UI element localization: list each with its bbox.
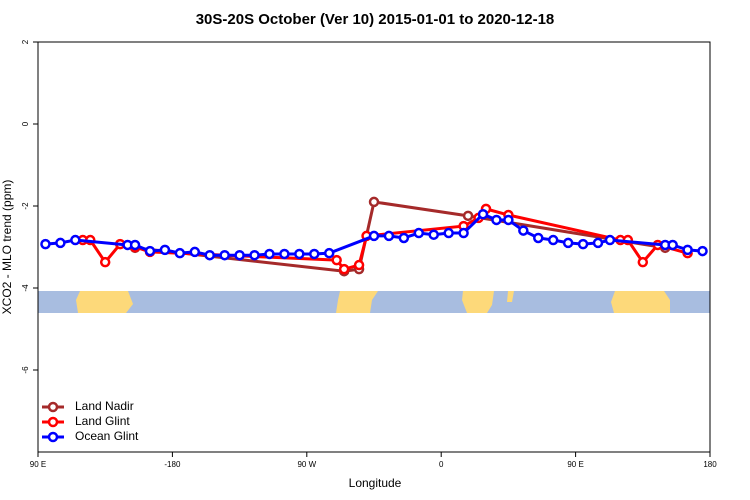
point — [503, 214, 514, 226]
plot-frame — [37, 41, 711, 453]
point — [462, 210, 474, 222]
point — [99, 256, 111, 268]
point — [368, 196, 380, 208]
point — [338, 263, 350, 275]
point — [547, 234, 559, 246]
point — [368, 230, 380, 242]
point — [533, 232, 544, 244]
point — [562, 237, 574, 249]
point — [55, 237, 66, 249]
x-tick-label: 0 — [439, 460, 444, 469]
point — [323, 247, 335, 259]
point — [383, 230, 395, 242]
point — [249, 249, 260, 261]
point — [667, 239, 678, 251]
point — [294, 248, 305, 260]
legend-label: Ocean Glint — [75, 429, 139, 443]
point — [458, 227, 469, 239]
land — [462, 291, 494, 313]
point — [577, 238, 589, 250]
y-tick-label: 2 — [21, 39, 30, 44]
point — [70, 234, 81, 246]
land — [611, 291, 670, 313]
legend-marker — [47, 431, 59, 443]
legend-label: Land Nadir — [75, 399, 134, 413]
point — [144, 245, 156, 257]
x-tick-label: 90 W — [297, 460, 316, 469]
point — [279, 248, 290, 260]
point — [592, 237, 604, 249]
x-tick-label: 90 E — [30, 460, 46, 469]
map-strip — [38, 291, 710, 313]
legend-label: Land Glint — [75, 414, 130, 428]
y-tick-label: -2 — [21, 202, 30, 210]
land — [507, 291, 514, 302]
y-tick-label: -6 — [21, 366, 30, 374]
x-tick-label: -180 — [164, 460, 181, 469]
point — [219, 249, 230, 261]
point — [477, 208, 489, 220]
point — [413, 227, 425, 239]
point — [428, 229, 439, 240]
x-tick-label: 90 E — [567, 460, 583, 469]
x-axis-label: Longitude — [349, 476, 402, 490]
point — [682, 244, 693, 256]
point — [309, 248, 320, 260]
point — [129, 239, 141, 251]
legend-marker — [47, 416, 59, 428]
point — [353, 259, 365, 271]
y-tick-label: 0 — [21, 121, 30, 126]
point — [189, 246, 201, 258]
point — [204, 249, 215, 261]
point — [174, 247, 186, 259]
point — [518, 225, 529, 236]
y-tick-label: -4 — [21, 284, 30, 292]
y-axis-label: XCO2 - MLO trend (ppm) — [0, 180, 14, 315]
point — [159, 244, 171, 256]
point — [264, 248, 275, 260]
point — [491, 214, 502, 226]
land — [76, 291, 133, 313]
ocean — [38, 291, 710, 313]
land — [336, 291, 378, 313]
point — [697, 245, 708, 257]
point — [443, 227, 454, 239]
point — [637, 256, 649, 268]
x-tick-label: 180 — [703, 460, 717, 469]
point — [398, 232, 410, 244]
legend-marker — [47, 401, 59, 413]
point — [40, 238, 51, 250]
point — [331, 254, 342, 266]
point — [604, 234, 616, 246]
chart-title: 30S-20S October (Ver 10) 2015-01-01 to 2… — [196, 11, 555, 28]
point — [234, 249, 245, 261]
